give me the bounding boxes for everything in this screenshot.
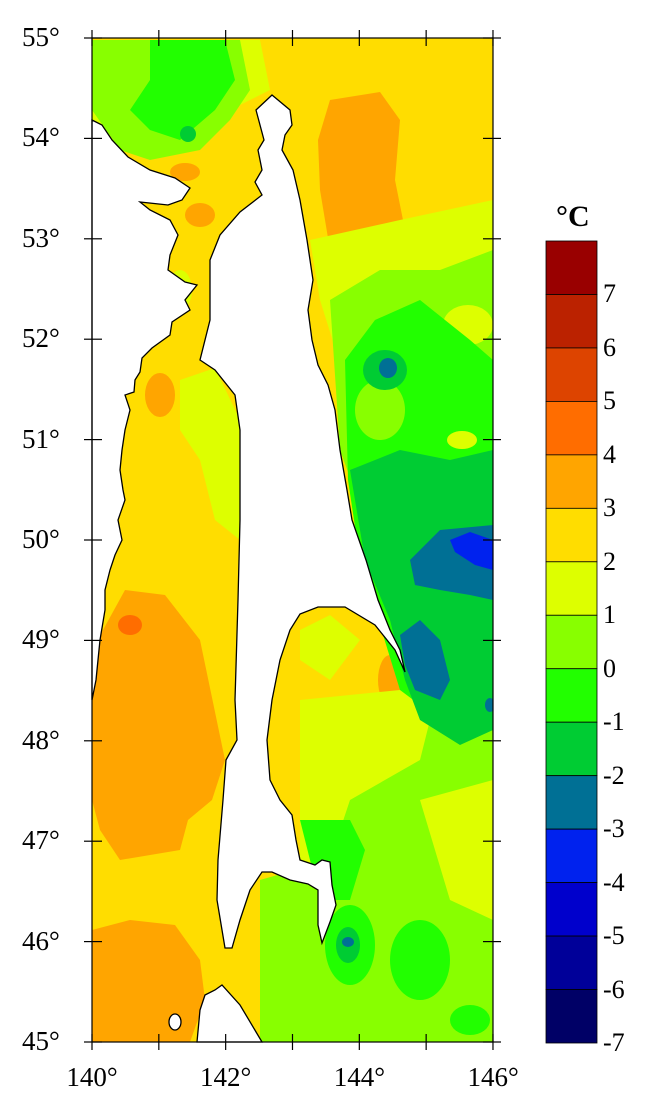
small-island <box>168 1013 182 1031</box>
longitude-label: 144° <box>333 1062 386 1092</box>
colorbar-label: -4 <box>603 867 625 897</box>
colorbar-swatch <box>545 240 598 295</box>
colorbar-label: 7 <box>603 279 616 309</box>
longitude-label: 146° <box>467 1062 519 1092</box>
colorbar-swatch <box>545 507 598 563</box>
latitude-label: 50° <box>22 524 60 554</box>
colorbar-label: 4 <box>603 439 616 469</box>
latitude-label: 46° <box>22 925 60 956</box>
colorbar-swatch <box>545 614 598 670</box>
colorbar-swatch <box>545 935 598 990</box>
colorbar-swatch <box>545 882 598 937</box>
colorbar-label: -7 <box>603 1028 625 1057</box>
colorbar-label: -5 <box>603 921 625 951</box>
mainland-coast <box>91 118 199 701</box>
colorbar-swatch <box>545 828 598 884</box>
colorbar <box>545 240 598 1044</box>
colorbar-swatch <box>545 989 598 1044</box>
southern-land <box>196 984 264 1043</box>
colorbar-swatch <box>545 454 598 509</box>
latitude-label: 47° <box>22 825 60 856</box>
colorbar-label: 6 <box>603 332 616 362</box>
colorbar-label: 1 <box>603 600 616 630</box>
colorbar-label: 0 <box>603 653 616 683</box>
colorbar-swatch <box>545 347 598 402</box>
colorbar-swatch <box>545 294 598 349</box>
colorbar-swatch <box>545 400 598 456</box>
colorbar-label: -3 <box>603 814 625 844</box>
island-land <box>199 94 406 949</box>
latitude-label: 49° <box>22 624 60 655</box>
latitude-label: 48° <box>22 724 60 755</box>
colorbar-label: 5 <box>603 386 616 416</box>
latitude-label: 54° <box>22 122 60 153</box>
axis-ticks <box>84 30 501 1050</box>
colorbar-swatch <box>545 775 598 830</box>
latitude-label: 45° <box>22 1026 60 1056</box>
latitude-label: 52° <box>22 323 60 354</box>
longitude-label: 142° <box>200 1062 252 1092</box>
colorbar-label: -2 <box>603 760 625 790</box>
colorbar-label: -1 <box>603 707 625 737</box>
land-masses <box>91 94 406 1043</box>
latitude-label: 53° <box>22 222 60 253</box>
colorbar-swatch <box>545 561 598 616</box>
longitude-label: 140° <box>66 1062 118 1092</box>
colorbar-swatch <box>545 668 598 723</box>
colorbar-unit: °C <box>556 200 590 233</box>
colorbar-label: -6 <box>603 974 625 1004</box>
colorbar-label: 2 <box>603 546 616 576</box>
latitude-label: 51° <box>22 423 60 454</box>
colorbar-label: 3 <box>603 493 616 523</box>
latitude-label: 55° <box>22 22 60 52</box>
colorbar-swatch <box>545 721 598 777</box>
